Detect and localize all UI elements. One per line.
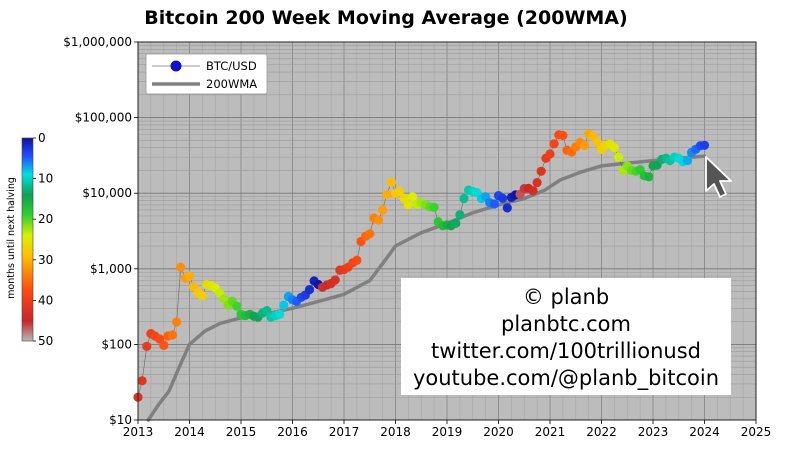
y-tick-label: $10: [109, 413, 132, 427]
mouse-pointer-icon: [705, 156, 732, 198]
x-tick-label: 2018: [380, 425, 411, 439]
colorbar-tick-label: 30: [38, 253, 53, 267]
y-tick-label: $1,000: [90, 262, 132, 276]
x-tick-label: 2021: [535, 425, 566, 439]
x-tick-label: 2016: [277, 425, 308, 439]
btc-point: [365, 229, 375, 239]
x-tick-label: 2019: [432, 425, 463, 439]
btc-point: [644, 172, 654, 182]
btc-point: [579, 140, 590, 150]
legend: BTC/USD 200WMA: [145, 53, 268, 95]
watermark-box: [401, 278, 731, 395]
btc-point: [498, 193, 508, 203]
btc-point: [378, 205, 388, 215]
colorbar-tick-label: 20: [38, 212, 53, 226]
btc-point: [395, 187, 405, 197]
x-tick-label: 2025: [741, 425, 772, 439]
legend-btc-marker: [170, 60, 182, 72]
btc-point: [159, 340, 169, 350]
colorbar-ticks: 0 10 20 30 40 50: [33, 131, 53, 348]
btc-point: [279, 300, 289, 310]
wma-line: [146, 154, 707, 422]
btc-point: [142, 341, 152, 351]
btc-point: [275, 309, 285, 319]
btc-point: [536, 166, 546, 176]
watermark-line-4: youtube.com/@planb_bitcoin: [413, 366, 719, 391]
btc-point: [167, 330, 178, 340]
x-axis-ticks: 2013 2014 2015 2016 2017 2018 2019 2020 2021 2022…: [123, 420, 772, 439]
btc-point: [386, 177, 396, 187]
btc-point: [588, 131, 598, 141]
btc-point: [699, 140, 710, 150]
btc-point: [330, 275, 340, 285]
colorbar-gradient: [21, 137, 34, 342]
btc-point: [429, 202, 439, 212]
x-tick-label: 2024: [689, 425, 720, 439]
btc-point: [532, 178, 542, 188]
btc-point: [373, 215, 384, 225]
btc-point: [382, 189, 392, 200]
wma-line-layer: [146, 154, 707, 422]
btc-point: [528, 186, 538, 196]
y-tick-label: $100,000: [75, 111, 132, 125]
x-tick-label: 2015: [226, 425, 257, 439]
btc-point: [176, 262, 186, 272]
x-tick-label: 2023: [638, 425, 669, 439]
btc-point: [172, 317, 182, 327]
x-tick-label: 2014: [174, 425, 205, 439]
btc-point: [137, 376, 147, 386]
btc-point: [682, 156, 693, 166]
colorbar-tick-label: 10: [38, 172, 53, 186]
btc-point: [403, 200, 413, 210]
colorbar-tick-label: 0: [38, 131, 46, 145]
btc-point: [232, 301, 242, 311]
btc-point: [489, 199, 499, 209]
btc-point: [407, 192, 418, 202]
watermark-line-3: twitter.com/100trillionusd: [431, 339, 701, 363]
colorbar-tick-label: 50: [38, 334, 53, 348]
chart-title: Bitcoin 200 Week Moving Average (200WMA): [144, 7, 627, 29]
btc-point: [592, 137, 603, 147]
legend-wma-label: 200WMA: [206, 77, 257, 91]
watermark: © planb planbtc.com twitter.com/100trill…: [401, 278, 731, 395]
legend-btc-label: BTC/USD: [206, 59, 257, 73]
btc-point: [609, 143, 620, 153]
x-tick-label: 2022: [586, 425, 617, 439]
btc-point: [613, 152, 624, 162]
btc-point: [502, 203, 512, 213]
x-tick-label: 2017: [329, 425, 360, 439]
y-axis-ticks: $10 $100 $1,000 $10,000 $100,000 $1,000,000: [63, 35, 138, 427]
btc-point: [197, 291, 207, 301]
btc-point: [459, 193, 469, 204]
btc-point: [352, 255, 362, 265]
btc-point: [455, 210, 465, 220]
btc-point: [558, 130, 568, 141]
btc-point: [545, 149, 555, 159]
x-tick-label: 2020: [483, 425, 514, 439]
btc-point: [304, 285, 315, 295]
y-tick-label: $10,000: [82, 186, 132, 200]
btc-point: [184, 271, 195, 281]
colorbar-tick-label: 40: [38, 293, 53, 307]
colorbar-label: months until next halving: [6, 177, 17, 299]
btc-point: [549, 139, 559, 149]
x-tick-label: 2013: [123, 425, 154, 439]
btc-points-layer: [133, 129, 710, 402]
colorbar: 0 10 20 30 40 50 months until next halving: [6, 131, 53, 348]
y-tick-label: $1,000,000: [63, 35, 132, 49]
watermark-line-2: planbtc.com: [501, 312, 631, 336]
y-tick-label: $100: [101, 337, 132, 351]
btc-point: [451, 218, 461, 228]
watermark-line-1: © planb: [523, 285, 609, 309]
